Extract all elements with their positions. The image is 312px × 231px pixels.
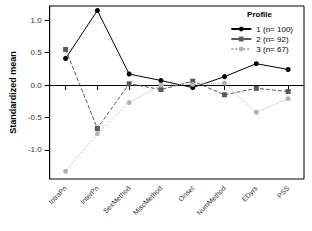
svg-text:MiscMethod: MiscMethod bbox=[132, 184, 164, 216]
svg-text:0.0: 0.0 bbox=[31, 81, 43, 90]
svg-text:Onset: Onset bbox=[177, 184, 195, 202]
svg-text:0.5: 0.5 bbox=[31, 48, 43, 57]
svg-text:Standardized mean: Standardized mean bbox=[8, 51, 18, 134]
svg-text:-0.5: -0.5 bbox=[28, 113, 42, 122]
svg-text:3 (n= 67): 3 (n= 67) bbox=[256, 45, 289, 54]
svg-text:InterPn: InterPn bbox=[79, 184, 100, 205]
svg-text:2 (n= 92): 2 (n= 92) bbox=[256, 35, 289, 44]
svg-text:Profile: Profile bbox=[247, 10, 272, 19]
svg-text:PSS: PSS bbox=[276, 184, 291, 199]
svg-text:-1.0: -1.0 bbox=[28, 145, 42, 154]
svg-text:1 (n= 100): 1 (n= 100) bbox=[256, 25, 293, 34]
svg-text:EDyrs: EDyrs bbox=[240, 184, 259, 203]
svg-text:SexMethod: SexMethod bbox=[102, 184, 132, 214]
svg-text:NumMethod: NumMethod bbox=[195, 184, 227, 216]
svg-text:IntraPn: IntraPn bbox=[47, 184, 68, 205]
svg-text:1.0: 1.0 bbox=[31, 16, 43, 25]
